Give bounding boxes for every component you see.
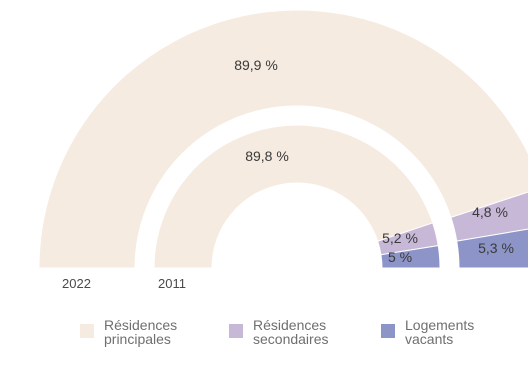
legend-label-residences-principales: Résidences principales xyxy=(104,317,178,347)
data-label-2011-residences-secondaires: 5,2 % xyxy=(382,230,418,246)
year-label-2011: 2011 xyxy=(158,276,186,291)
slice-2022-residences-principales xyxy=(38,9,528,269)
ring-2022 xyxy=(38,9,528,269)
ring-2011 xyxy=(153,124,441,269)
legend-swatch-residences-principales xyxy=(80,324,94,338)
legend-label-residences-secondaires: Résidences secondaires xyxy=(253,317,329,347)
data-labels: 89,9 % 4,8 % 5,3 % 89,8 % 5,2 % 5 % xyxy=(234,57,514,265)
year-label-2022: 2022 xyxy=(62,276,91,291)
legend-swatch-residences-secondaires xyxy=(229,324,243,338)
slice-2011-residences-principales xyxy=(153,124,434,269)
legend-item-residences-principales: Résidences principales xyxy=(80,318,204,346)
legend: Résidences principales Résidences second… xyxy=(0,318,528,358)
data-label-2011-logements-vacants: 5 % xyxy=(388,249,412,265)
legend-swatch-logements-vacants xyxy=(381,324,395,338)
slice-2011-logements-vacants xyxy=(380,245,441,269)
data-label-2022-logements-vacants: 5,3 % xyxy=(478,240,514,256)
legend-item-residences-secondaires: Résidences secondaires xyxy=(229,318,353,346)
legend-label-logements-vacants: Logements vacants xyxy=(405,317,475,347)
data-label-2011-residences-principales: 89,8 % xyxy=(245,148,289,164)
legend-item-logements-vacants: Logements vacants xyxy=(381,318,505,346)
data-label-2022-residences-secondaires: 4,8 % xyxy=(472,204,508,220)
slice-2022-logements-vacants xyxy=(456,228,528,269)
data-label-2022-residences-principales: 89,9 % xyxy=(234,57,278,73)
